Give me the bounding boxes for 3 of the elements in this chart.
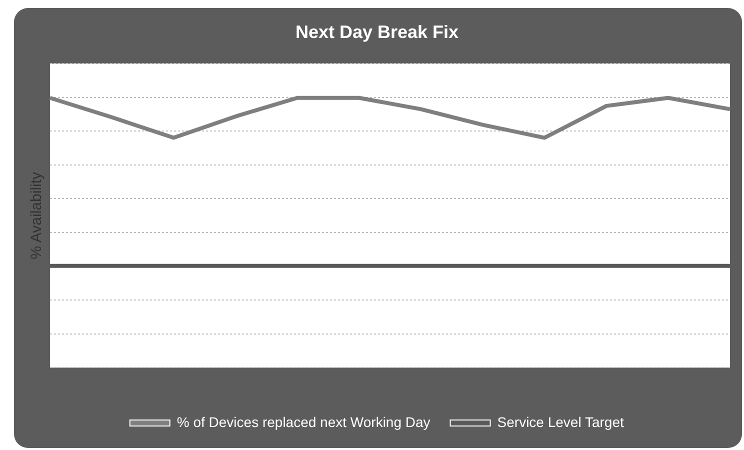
legend-label: Service Level Target	[497, 414, 624, 430]
chart-title: Next Day Break Fix	[295, 22, 459, 42]
legend-label: % of Devices replaced next Working Day	[176, 414, 430, 430]
